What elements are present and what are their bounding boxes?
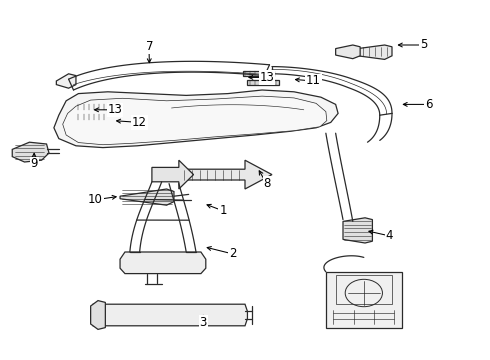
- Text: 8: 8: [263, 177, 271, 190]
- Text: 7: 7: [146, 40, 153, 53]
- Polygon shape: [179, 160, 272, 189]
- Polygon shape: [76, 114, 108, 120]
- Text: 4: 4: [386, 229, 393, 242]
- Polygon shape: [12, 142, 49, 162]
- Text: 3: 3: [199, 316, 207, 329]
- Text: 2: 2: [229, 247, 237, 260]
- Polygon shape: [152, 160, 194, 189]
- Polygon shape: [76, 104, 108, 110]
- Polygon shape: [358, 45, 392, 59]
- Polygon shape: [243, 71, 274, 76]
- Polygon shape: [91, 301, 105, 329]
- Text: 1: 1: [219, 204, 227, 217]
- Polygon shape: [56, 74, 76, 88]
- Polygon shape: [54, 90, 338, 148]
- Polygon shape: [91, 304, 247, 326]
- Text: 13: 13: [260, 71, 274, 84]
- Text: 10: 10: [88, 193, 103, 206]
- Polygon shape: [326, 272, 402, 328]
- Text: 13: 13: [108, 103, 122, 116]
- Polygon shape: [120, 252, 206, 274]
- Text: 11: 11: [306, 75, 321, 87]
- Polygon shape: [63, 96, 327, 145]
- Text: 12: 12: [132, 116, 147, 129]
- Polygon shape: [120, 189, 174, 205]
- Text: 5: 5: [420, 39, 428, 51]
- Text: 9: 9: [30, 157, 38, 170]
- Polygon shape: [247, 80, 279, 85]
- Polygon shape: [336, 45, 360, 59]
- Text: 6: 6: [425, 98, 433, 111]
- Polygon shape: [343, 218, 372, 243]
